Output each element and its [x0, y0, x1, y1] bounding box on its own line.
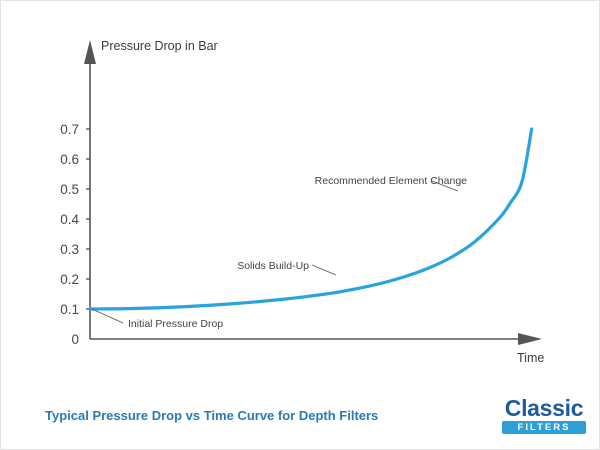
x-axis-arrow [518, 333, 542, 345]
annotation-label: Initial Pressure Drop [128, 318, 223, 330]
figure-caption: Typical Pressure Drop vs Time Curve for … [45, 408, 379, 423]
y-tick-label: 0 [71, 332, 79, 347]
y-tick-label: 0.5 [60, 182, 79, 197]
series-layer [88, 127, 534, 311]
logo-subtitle-badge: FILTERS [502, 421, 586, 434]
y-tick-label: 0.6 [60, 152, 79, 167]
annotation-leader-line [311, 264, 337, 276]
y-tick-label: 0.7 [60, 122, 79, 137]
y-tick-label: 0.1 [60, 302, 79, 317]
y-ticks: 0 0.1 0.2 0.3 0.4 0.5 0.6 0.7 [60, 122, 90, 347]
y-tick-label: 0.3 [60, 242, 79, 257]
annotations: Initial Pressure Drop Solids Build-Up Reco… [91, 175, 467, 330]
y-axis-title: Pressure Drop in Bar [101, 39, 218, 53]
y-tick-label: 0.2 [60, 272, 79, 287]
x-axis-title: Time [517, 351, 544, 365]
annotation-leader-line [431, 180, 459, 192]
logo-wordmark: Classic [504, 395, 584, 421]
classic-filters-logo: Classic FILTERS [498, 396, 590, 438]
y-tick-label: 0.4 [60, 212, 79, 227]
y-axis-arrow [84, 40, 96, 64]
annotation-leader-line [91, 308, 124, 324]
axes [84, 40, 542, 345]
annotation-label: Recommended Element Change [315, 175, 467, 187]
annotation-label: Solids Build-Up [237, 260, 309, 272]
pressure-drop-curve [88, 127, 534, 311]
